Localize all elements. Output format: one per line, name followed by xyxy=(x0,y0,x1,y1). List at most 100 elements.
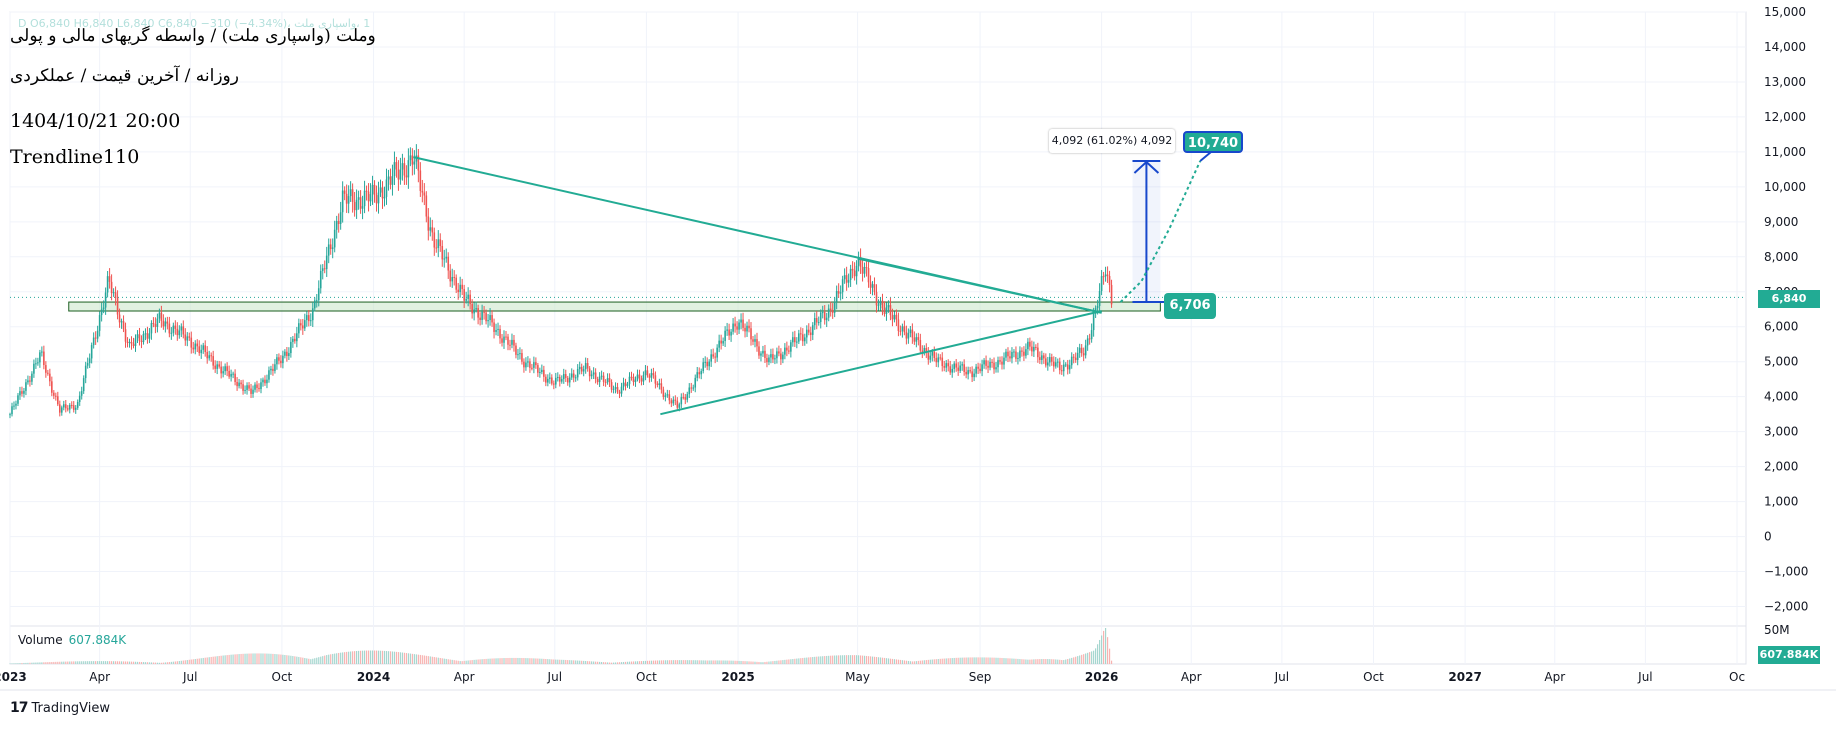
candle-body xyxy=(92,337,95,346)
candle-body xyxy=(240,382,242,385)
candle-body xyxy=(419,170,422,191)
candle-body xyxy=(158,312,161,319)
candle-body xyxy=(88,358,91,364)
candle-body xyxy=(327,244,330,256)
candle-body xyxy=(764,350,766,359)
volume-bar xyxy=(87,661,89,664)
candle-body xyxy=(672,399,675,404)
volume-bar xyxy=(11,663,13,664)
volume-bar xyxy=(804,657,806,664)
candle-body xyxy=(1021,350,1023,352)
candle-body xyxy=(441,246,444,260)
volume-bar xyxy=(816,656,818,664)
volume-bar xyxy=(999,657,1001,664)
level-price-badge[interactable]: 6,706 xyxy=(1164,293,1216,319)
volume-bar xyxy=(915,661,917,664)
volume-bar xyxy=(485,658,487,664)
candle-body xyxy=(686,394,689,400)
forecast-path[interactable] xyxy=(1119,160,1202,303)
volume-bar xyxy=(537,658,539,664)
volume-bar xyxy=(381,650,384,664)
volume-bar xyxy=(1073,657,1075,664)
candle-body xyxy=(865,267,868,269)
volume-bar xyxy=(421,655,423,664)
candle-body xyxy=(1108,276,1111,285)
volume-bar xyxy=(455,660,457,664)
candle-body xyxy=(760,353,762,356)
volume-bar xyxy=(459,661,461,664)
candle-body xyxy=(385,179,388,197)
candle-body xyxy=(1003,357,1005,365)
volume-bar xyxy=(373,650,376,664)
candle-body xyxy=(497,328,499,330)
candle-body xyxy=(674,399,677,401)
candle-body xyxy=(572,373,575,378)
candle-body xyxy=(887,305,890,308)
volume-bar xyxy=(664,660,666,664)
candle-body xyxy=(558,376,561,382)
candle-body xyxy=(276,357,278,365)
volume-bar xyxy=(949,658,951,664)
volume-bar xyxy=(704,660,706,664)
volume-bar xyxy=(19,663,21,664)
volume-bar xyxy=(144,662,147,664)
candle-body xyxy=(505,336,507,338)
candle-body xyxy=(646,370,649,376)
volume-bar xyxy=(674,660,676,664)
candle-body xyxy=(294,338,296,342)
candle-body xyxy=(403,163,406,176)
volume-bar xyxy=(788,659,790,664)
candle-body xyxy=(160,312,163,321)
volume-bar xyxy=(889,658,892,664)
candle-body xyxy=(819,312,822,323)
volume-bar xyxy=(45,662,47,664)
volume-bar xyxy=(346,651,348,664)
candle-body xyxy=(475,308,477,310)
candle-body xyxy=(469,294,471,305)
volume-bar xyxy=(1079,655,1081,664)
candle-body xyxy=(696,372,699,378)
volume-bar xyxy=(172,661,174,664)
volume-bar xyxy=(859,655,862,664)
candle-body xyxy=(969,370,971,372)
candle-body xyxy=(807,329,810,333)
candle-body xyxy=(523,361,525,368)
y-tick-label: 4,000 xyxy=(1764,390,1798,404)
volume-bar xyxy=(551,659,553,664)
volume-bar xyxy=(405,653,408,664)
volume-bar xyxy=(610,662,613,664)
volume-bar xyxy=(236,654,238,664)
support-zone[interactable] xyxy=(68,301,1161,312)
candle-body xyxy=(861,266,864,274)
candle-body xyxy=(355,199,358,211)
trendline[interactable] xyxy=(660,310,1102,416)
volume-bar xyxy=(712,660,714,664)
volume-bar xyxy=(356,650,358,664)
volume-bar xyxy=(503,658,505,664)
candle-body xyxy=(917,337,920,340)
candle-body xyxy=(851,268,854,271)
volume-bar xyxy=(268,653,270,664)
tradingview-logo[interactable]: 17 TradingView xyxy=(10,700,110,716)
volume-bar xyxy=(101,661,103,664)
volume-bar xyxy=(395,651,398,664)
trendline[interactable] xyxy=(857,257,1102,314)
volume-bar xyxy=(997,657,999,664)
volume-bar xyxy=(348,651,350,664)
volume-bar xyxy=(33,662,35,664)
volume-bar xyxy=(810,657,812,664)
volume-bar xyxy=(513,657,515,664)
volume-bar xyxy=(286,655,288,664)
volume-bar xyxy=(499,658,501,664)
volume-bar xyxy=(97,661,99,664)
candle-body xyxy=(353,201,356,211)
target-price-badge[interactable]: 10,740 xyxy=(1183,131,1243,153)
volume-bar xyxy=(437,657,439,664)
volume-bar xyxy=(638,661,641,664)
candle-body xyxy=(202,345,205,350)
volume-bar xyxy=(89,661,91,664)
candle-body xyxy=(323,268,326,270)
candle-body xyxy=(931,351,934,356)
